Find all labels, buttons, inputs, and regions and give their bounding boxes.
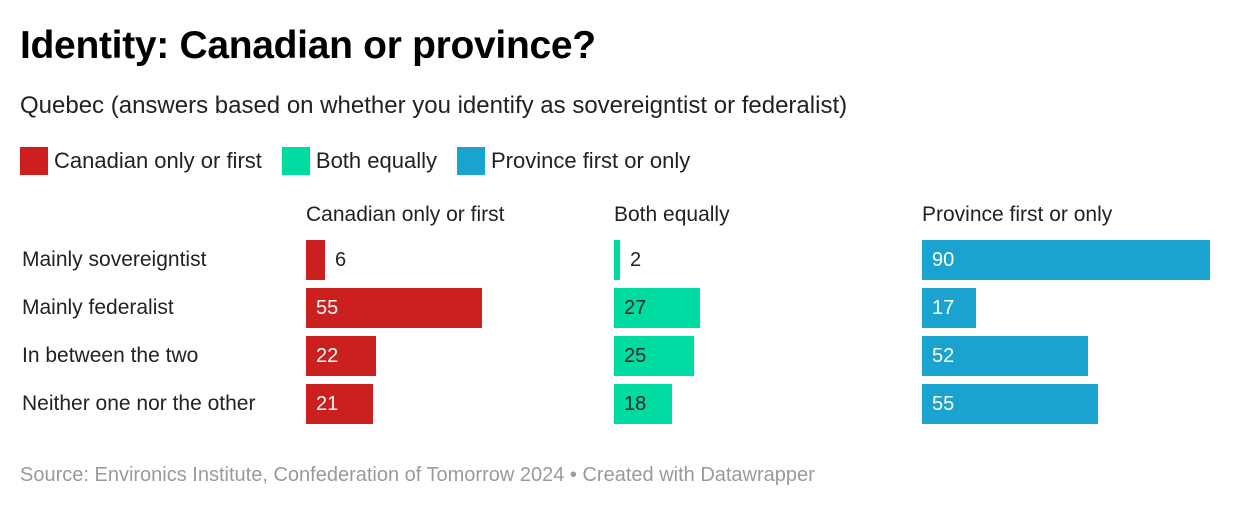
bar-both-in-between	[614, 336, 694, 376]
value-label-province-neither: 55	[932, 393, 955, 415]
value-label-canadian-in-between: 22	[316, 345, 339, 367]
legend-label-province: Province first or only	[490, 148, 691, 173]
legend-swatch-both	[281, 147, 310, 175]
column-header-both: Both equally	[614, 203, 730, 226]
bar-canadian-in-between	[306, 336, 376, 376]
bar-province-in-between	[922, 336, 1088, 376]
row-label-federalist: Mainly federalist	[22, 296, 174, 319]
legend-label-both: Both equally	[315, 148, 437, 173]
row-label-neither: Neither one nor the other	[22, 392, 256, 415]
column-header-canadian: Canadian only or first	[306, 203, 505, 226]
bar-province-neither	[922, 384, 1098, 424]
legend-label-canadian: Canadian only or first	[54, 148, 262, 173]
legend-item-canadian: Canadian only or first	[20, 147, 262, 175]
row-label-in-between: In between the two	[22, 344, 199, 367]
column-header-province: Province first or only	[922, 203, 1113, 226]
chart-title: Identity: Canadian or province?	[20, 24, 596, 67]
value-label-both-neither: 18	[624, 393, 647, 415]
value-label-both-in-between: 25	[624, 345, 647, 367]
bar-both-sovereigntist	[614, 240, 620, 280]
bar-province-sovereigntist	[922, 240, 1210, 280]
value-label-both-sovereigntist: 2	[630, 249, 642, 271]
value-label-canadian-sovereigntist: 6	[335, 249, 347, 271]
value-label-province-sovereigntist: 90	[932, 249, 955, 271]
legend-item-both: Both equally	[281, 147, 437, 175]
value-label-canadian-neither: 21	[316, 393, 339, 415]
value-label-province-federalist: 17	[932, 297, 955, 319]
bar-canadian-neither	[306, 384, 373, 424]
legend-item-province: Province first or only	[456, 147, 691, 175]
row-label-sovereigntist: Mainly sovereigntist	[22, 248, 207, 271]
value-label-canadian-federalist: 55	[316, 297, 339, 319]
source-footer: Source: Environics Institute, Confederat…	[20, 464, 815, 486]
value-label-province-in-between: 52	[932, 345, 955, 367]
bar-canadian-sovereigntist	[306, 240, 325, 280]
value-label-both-federalist: 27	[624, 297, 647, 319]
legend-swatch-province	[456, 147, 485, 175]
bar-province-federalist	[922, 288, 976, 328]
chart-subtitle: Quebec (answers based on whether you ide…	[20, 92, 848, 119]
bar-both-neither	[614, 384, 672, 424]
bar-both-federalist	[614, 288, 700, 328]
legend-swatch-canadian	[20, 147, 48, 175]
chart-legend: Canadian only or first Both equally Prov…	[20, 146, 710, 176]
bar-canadian-federalist	[306, 288, 482, 328]
